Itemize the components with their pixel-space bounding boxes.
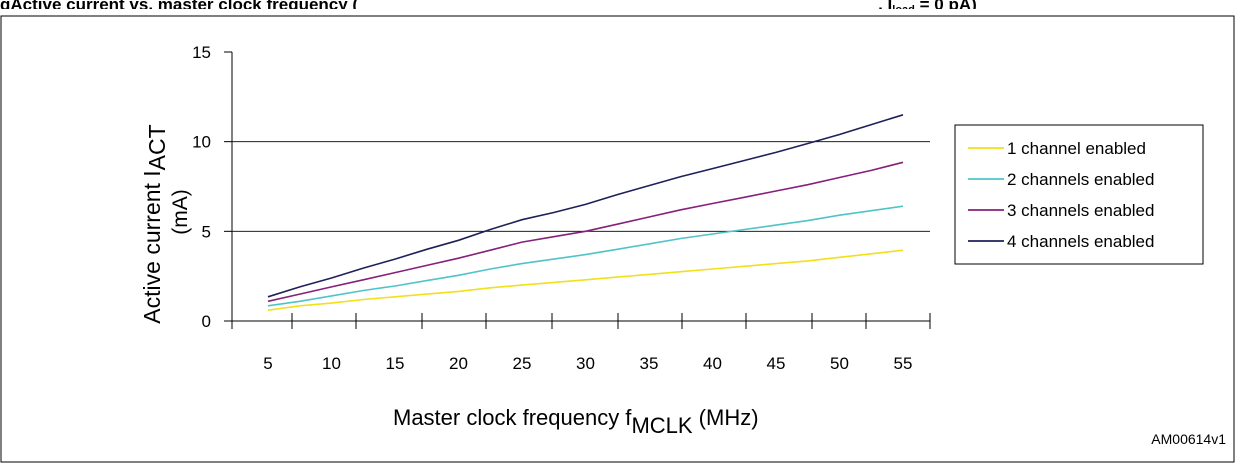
- x-tick-label-55: 55: [894, 354, 913, 373]
- x-tick-label-20: 20: [449, 354, 468, 373]
- series-line-3: [267, 161, 904, 303]
- y-tick-label-0: 0: [202, 312, 211, 331]
- x-tick-label-30: 30: [576, 354, 595, 373]
- x-tick-label-10: 10: [322, 354, 341, 373]
- caption-condition-sub: load: [892, 4, 915, 9]
- x-tick-label-25: 25: [513, 354, 532, 373]
- legend: 1 channel enabled 2 channels enabled 3 cha…: [954, 124, 1204, 265]
- x-tick-label-50: 50: [830, 354, 849, 373]
- y-tick-label-15: 15: [192, 43, 211, 62]
- x-tick-label-35: 35: [640, 354, 659, 373]
- figure-caption: gActive current vs. master clock frequen…: [0, 0, 1236, 9]
- y-axis-label-unit: (mA): [169, 189, 192, 235]
- x-tick-label-40: 40: [703, 354, 722, 373]
- x-tick-label-5: 5: [263, 354, 272, 373]
- caption-text: Active current vs. master clock frequenc…: [10, 0, 358, 9]
- caption-condition: , I: [878, 0, 892, 9]
- legend-label-1: 1 channel enabled: [1007, 139, 1146, 158]
- figure-border: [0, 15, 1235, 463]
- x-tick-label-15: 15: [386, 354, 405, 373]
- series-line-4: [267, 114, 904, 298]
- y-axis-label: Active current IACT: [139, 124, 170, 323]
- series-line-2: [267, 205, 904, 307]
- axes: 0 5 10 15 5 10 15 20 25 30 35 40 45 50 55: [192, 43, 931, 373]
- x-tick-label-45: 45: [767, 354, 786, 373]
- caption-condition-tail: = 0 pA): [915, 0, 977, 9]
- caption-prefix: g: [0, 0, 10, 9]
- y-tick-label-10: 10: [192, 133, 211, 152]
- series-line-1: [267, 249, 904, 311]
- y-tick-label-5: 5: [202, 222, 211, 241]
- legend-label-2: 2 channels enabled: [1007, 170, 1154, 189]
- series-lines: [267, 114, 904, 311]
- legend-label-4: 4 channels enabled: [1007, 232, 1154, 251]
- x-axis-label: Master clock frequency fMCLK (MHz): [393, 405, 759, 438]
- legend-label-3: 3 channels enabled: [1007, 201, 1154, 220]
- figure-id: AM00614v1: [1151, 431, 1226, 447]
